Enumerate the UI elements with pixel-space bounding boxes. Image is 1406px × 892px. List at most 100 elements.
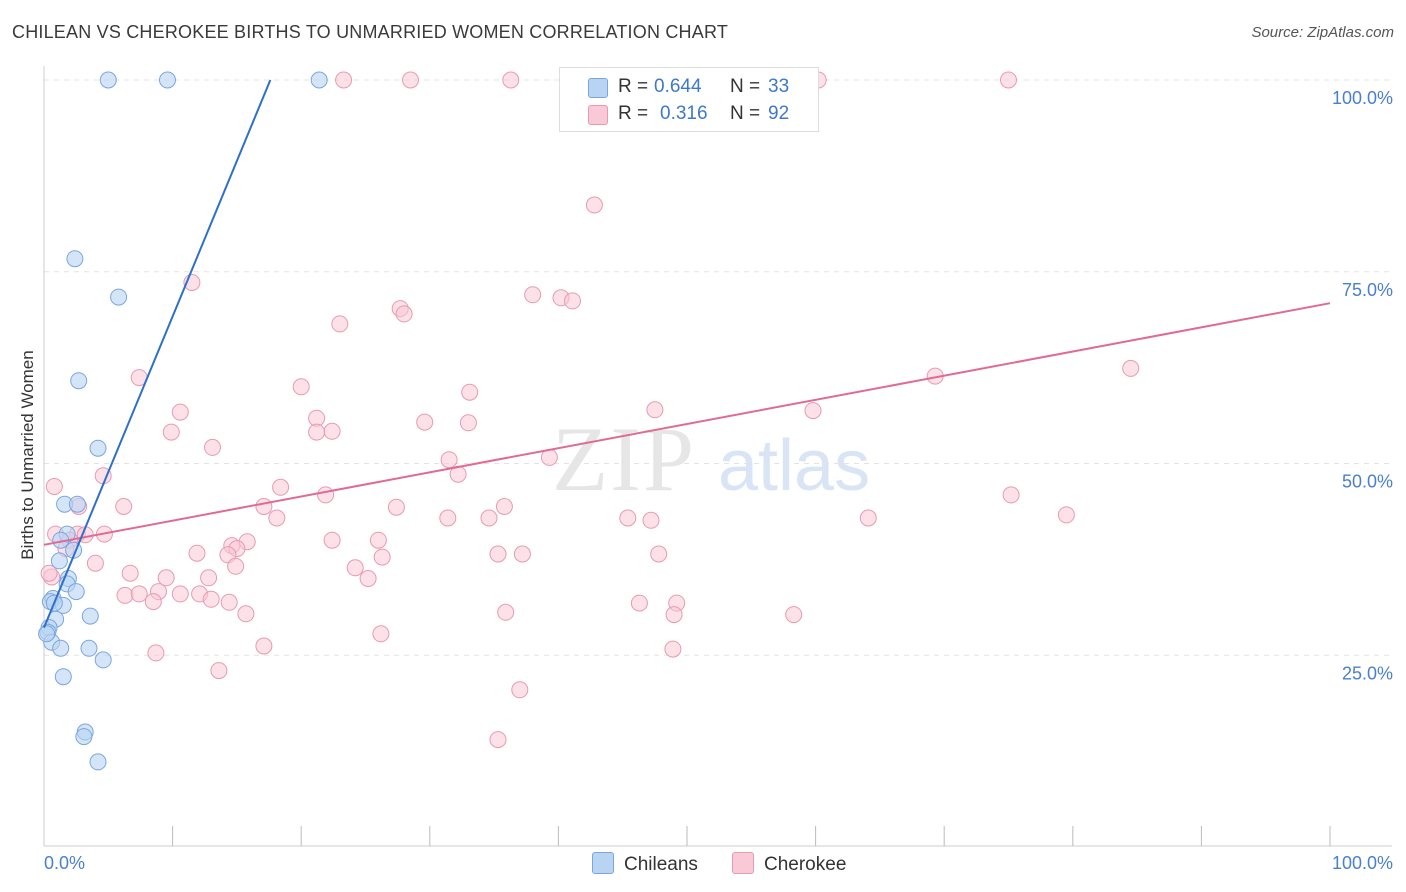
x-tick-label: 100.0%	[1332, 853, 1393, 873]
legend-label-cherokee: Cherokee	[764, 854, 847, 875]
chileans-point	[54, 668, 72, 686]
cherokee-point	[116, 586, 134, 604]
cherokee-point	[335, 71, 353, 89]
cherokee-point	[387, 498, 405, 516]
cherokee-point	[489, 731, 507, 749]
cherokee-point	[1057, 506, 1075, 524]
n-value: 33	[768, 76, 790, 97]
n-label: N =	[730, 76, 761, 97]
cherokee-point	[804, 402, 822, 420]
legend-label-chileans: Chileans	[624, 854, 698, 875]
cherokee-point	[502, 71, 520, 89]
cherokee-point	[416, 413, 434, 431]
chileans-point	[94, 651, 112, 669]
cherokee-point	[162, 423, 180, 441]
tick-labels: 25.0% 50.0% 75.0% 100.0% 0.0% 100.0%	[44, 88, 1393, 873]
cherokee-point	[220, 593, 238, 611]
cherokee-point	[144, 593, 162, 611]
chileans-point	[159, 71, 176, 89]
cherokee-point	[369, 531, 387, 549]
chileans-point	[66, 250, 84, 268]
r-label: R =	[618, 103, 649, 124]
cherokee-point	[45, 478, 63, 495]
cherokee-point	[524, 286, 542, 304]
cherokee-point	[227, 557, 245, 575]
cherokee-point	[373, 548, 391, 566]
cherokee-point	[359, 570, 377, 587]
cherokee-point	[513, 545, 531, 563]
cherokee-point	[859, 509, 877, 527]
chileans-point	[310, 71, 328, 89]
cherokee-point	[495, 498, 513, 515]
chileans-point	[68, 495, 86, 513]
cherokee-point	[255, 637, 273, 655]
cherokee-point	[237, 605, 255, 623]
cherokee-point	[642, 511, 660, 529]
cherokee-point	[317, 486, 335, 504]
n-value: 92	[768, 103, 790, 124]
cherokee-point	[255, 498, 273, 515]
r-value: 0.316	[660, 103, 708, 124]
cherokee-point	[664, 640, 682, 658]
y-tick-label: 25.0%	[1342, 663, 1393, 683]
r-label: R =	[618, 76, 649, 97]
cherokee-point	[308, 423, 326, 441]
cherokee-point	[292, 378, 310, 396]
cherokee-point	[1000, 71, 1017, 89]
chileans-point	[75, 728, 93, 746]
watermark-atlas: atlas	[718, 426, 870, 506]
chileans-trend-line	[43, 79, 272, 629]
cherokee-point	[619, 509, 637, 527]
legend-item-cherokee: Cherokee	[732, 852, 846, 876]
cherokee-point	[489, 545, 507, 563]
cherokee-point	[439, 509, 457, 527]
cherokee-point	[202, 590, 220, 608]
chileans-point	[89, 753, 107, 771]
cherokee-point	[372, 625, 390, 643]
cherokee-swatch	[732, 852, 754, 874]
correlation-legend: R = 0.644 N = 33 R = 0.316 N = 92	[559, 67, 819, 132]
cherokee-point	[115, 498, 133, 515]
y-tick-label: 75.0%	[1342, 280, 1393, 300]
cherokee-point	[204, 438, 221, 456]
chileans-swatch	[588, 78, 608, 98]
cherokee-point	[646, 401, 664, 419]
cherokee-point	[40, 564, 58, 582]
cherokee-point	[210, 662, 228, 680]
chileans-point	[81, 607, 99, 625]
chileans-point	[89, 439, 107, 457]
chileans-point	[80, 639, 98, 657]
cherokee-point	[480, 509, 498, 527]
n-label: N =	[730, 103, 761, 124]
cherokee-point	[395, 305, 413, 323]
cherokee-point	[272, 478, 290, 496]
cherokee-point	[564, 292, 581, 310]
chileans-points	[38, 71, 328, 771]
cherokee-point	[171, 585, 189, 603]
chileans-point	[52, 639, 70, 657]
cherokee-point	[200, 569, 218, 587]
y-tick-label: 50.0%	[1342, 472, 1393, 492]
y-tick-label: 100.0%	[1332, 88, 1393, 108]
chileans-point	[50, 552, 68, 570]
cherokee-point	[402, 71, 419, 89]
cherokee-point	[585, 196, 603, 214]
cherokee-point	[459, 414, 477, 432]
cherokee-point	[323, 531, 341, 549]
cherokee-point	[1002, 486, 1020, 504]
r-value: 0.644	[654, 76, 702, 97]
cherokee-swatch	[588, 105, 608, 125]
cherokee-point	[440, 451, 458, 469]
cherokee-point	[157, 569, 175, 587]
chileans-swatch	[592, 852, 614, 874]
cherokee-point	[323, 422, 341, 440]
cherokee-point	[785, 606, 803, 624]
cherokee-point	[130, 585, 148, 603]
cherokee-point	[268, 509, 286, 527]
legend-item-chileans: Chileans	[592, 852, 698, 876]
chileans-point	[38, 625, 56, 643]
cherokee-point	[331, 315, 349, 333]
gridlines	[44, 79, 1392, 656]
chart-title: CHILEAN VS CHEROKEE BIRTHS TO UNMARRIED …	[12, 22, 729, 42]
